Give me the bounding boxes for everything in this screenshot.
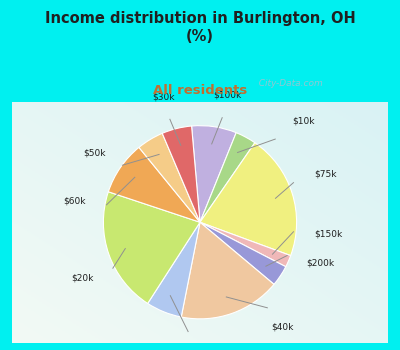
Wedge shape bbox=[200, 222, 291, 267]
Text: $60k: $60k bbox=[64, 196, 86, 205]
Wedge shape bbox=[148, 222, 200, 317]
Text: $150k: $150k bbox=[314, 229, 342, 238]
Wedge shape bbox=[104, 192, 200, 303]
Text: All residents: All residents bbox=[153, 84, 247, 97]
Wedge shape bbox=[200, 143, 296, 256]
Text: City-Data.com: City-Data.com bbox=[253, 79, 323, 88]
Text: $20k: $20k bbox=[71, 274, 94, 283]
Text: $75k: $75k bbox=[314, 169, 336, 178]
Wedge shape bbox=[200, 222, 286, 284]
Wedge shape bbox=[181, 222, 274, 319]
Text: $10k: $10k bbox=[292, 116, 314, 125]
Text: Income distribution in Burlington, OH
(%): Income distribution in Burlington, OH (%… bbox=[45, 10, 355, 44]
Wedge shape bbox=[192, 126, 236, 222]
Text: $50k: $50k bbox=[83, 148, 105, 157]
Text: $200k: $200k bbox=[306, 258, 334, 267]
Text: $40k: $40k bbox=[271, 322, 293, 331]
Wedge shape bbox=[200, 133, 255, 222]
Wedge shape bbox=[108, 147, 200, 222]
Text: $100k: $100k bbox=[213, 90, 241, 99]
Wedge shape bbox=[162, 126, 200, 222]
Text: $30k: $30k bbox=[152, 92, 174, 101]
Wedge shape bbox=[139, 133, 200, 222]
